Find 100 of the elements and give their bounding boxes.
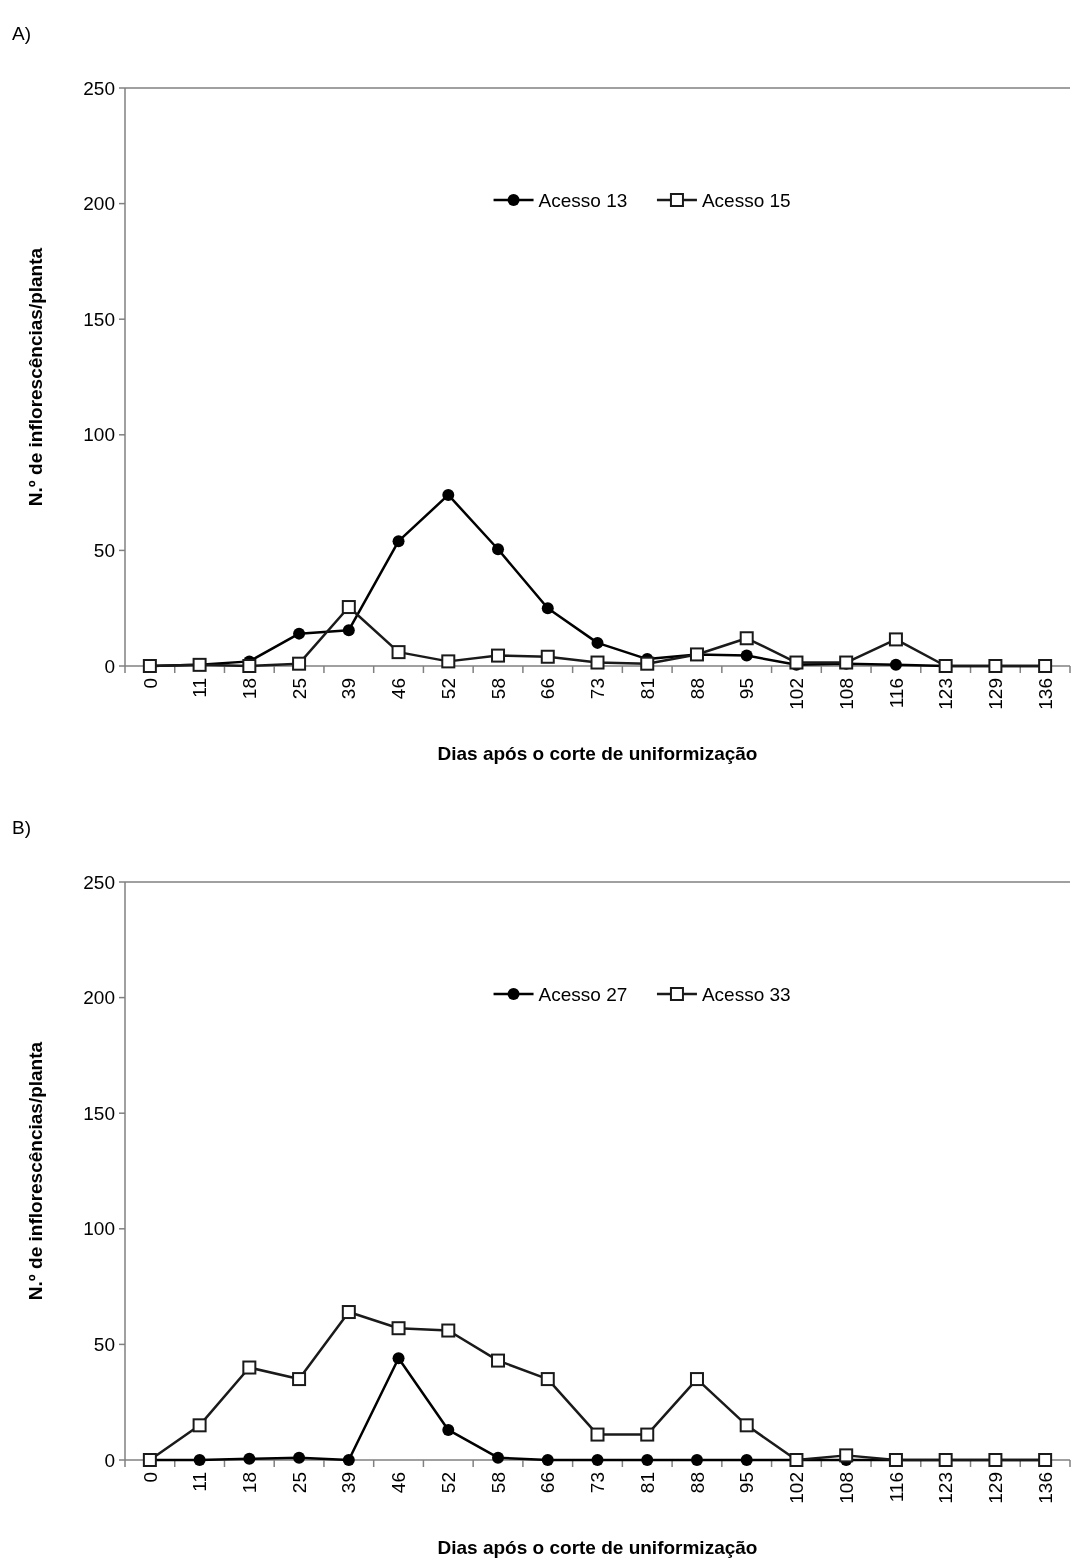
point [342,624,355,637]
point [192,1418,207,1433]
point [591,1454,604,1466]
point [292,1372,307,1387]
x-tick-label: 108 [835,1472,857,1504]
x-tick-label: 129 [985,1472,1007,1504]
x-tick-label: 102 [786,678,808,710]
point [491,1353,506,1368]
legend-label: Acesso 33 [701,983,791,1005]
x-tick-label: 18 [238,1472,260,1494]
y-tick-label: 50 [93,540,115,562]
point [442,488,455,501]
point [641,1454,654,1466]
y-tick-label: 250 [83,871,115,893]
point [341,600,356,615]
point [591,636,604,649]
legend-label: Acesso 13 [538,189,628,211]
x-tick-label: 73 [587,1472,609,1494]
x-tick-label: 58 [487,678,509,700]
point [689,1372,704,1387]
point [889,658,902,671]
y-axis-title: N.º de inflorescências/planta [25,247,46,507]
x-tick-label: 66 [537,678,559,700]
point [739,631,754,646]
point [541,602,554,615]
x-tick-label: 129 [985,678,1007,710]
y-tick-label: 0 [104,655,115,677]
x-tick-label: 25 [288,678,310,700]
point [492,1451,505,1464]
legend-label: Acesso 15 [701,189,791,211]
point [540,1372,555,1387]
point [888,632,903,647]
x-tick-label: 136 [1034,1472,1056,1504]
x-tick-label: 123 [935,678,957,710]
x-tick-label: 81 [636,678,658,700]
y-tick-label: 200 [83,987,115,1009]
point [293,1451,306,1464]
point [740,649,753,662]
y-tick-label: 100 [83,1218,115,1240]
y-tick-label: 0 [104,1449,115,1471]
point [640,1427,655,1442]
point [839,1448,854,1463]
x-tick-label: 95 [736,1472,758,1494]
point [441,1323,456,1338]
point [392,1352,405,1365]
y-tick-label: 200 [83,193,115,215]
x-tick-label: 81 [636,1472,658,1494]
point [739,1418,754,1433]
x-tick-label: 52 [437,678,459,700]
point [640,656,655,671]
x-tick-label: 123 [935,1472,957,1504]
point [492,543,505,556]
point [243,1452,256,1465]
x-tick-label: 11 [189,1472,211,1492]
point [590,655,605,670]
x-tick-label: 95 [736,678,758,700]
point [292,656,307,671]
point [392,535,405,548]
point [391,645,406,660]
point [342,1454,355,1466]
x-tick-label: 136 [1034,678,1056,710]
point [441,654,456,669]
point [293,627,306,640]
x-tick-label: 25 [288,1472,310,1494]
x-tick-label: 11 [189,678,211,698]
y-tick-label: 250 [83,77,115,99]
x-tick-label: 39 [338,1472,360,1494]
x-tick-label: 39 [338,678,360,700]
x-tick-label: 46 [388,1472,410,1494]
x-tick-label: 88 [686,1472,708,1494]
point [491,648,506,663]
legend-label: Acesso 27 [538,983,628,1005]
point [193,1454,206,1466]
point [242,1360,257,1375]
point [740,1454,753,1466]
point [690,1454,703,1466]
y-tick-label: 150 [83,1102,115,1124]
x-axis-title: Dias após o corte de uniformização [437,1537,758,1558]
x-tick-label: 108 [835,678,857,710]
point [442,1423,455,1436]
x-tick-label: 66 [537,1472,559,1494]
x-tick-label: 52 [437,1472,459,1494]
x-tick-label: 102 [786,1472,808,1504]
x-tick-label: 116 [885,678,907,709]
x-tick-label: 116 [885,1472,907,1503]
x-tick-label: 88 [686,678,708,700]
y-tick-label: 50 [93,1334,115,1356]
x-tick-label: 18 [238,678,260,700]
point [242,659,257,673]
x-axis-title: Dias após o corte de uniformização [437,743,758,764]
point [590,1427,605,1442]
point [541,1454,554,1466]
chart-title: A) [12,23,31,44]
x-tick-label: 46 [388,678,410,700]
y-tick-label: 100 [83,424,115,446]
x-tick-label: 73 [587,678,609,700]
point [540,649,555,664]
y-axis-title: N.º de inflorescências/planta [25,1041,46,1301]
y-tick-label: 150 [83,308,115,330]
chart-title: B) [12,817,31,838]
